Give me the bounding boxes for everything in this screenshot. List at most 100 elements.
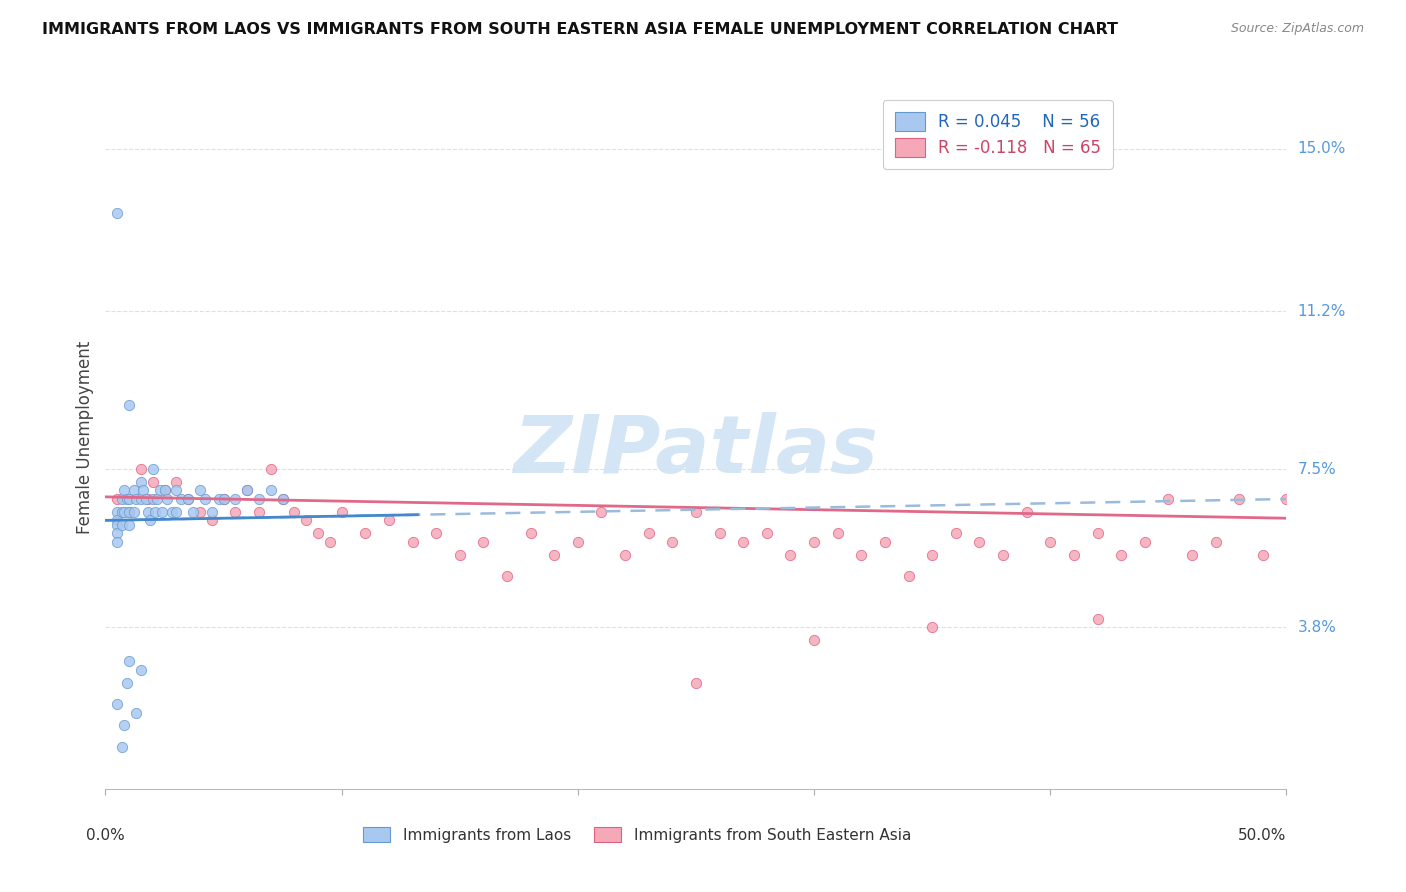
Point: [283, 505, 305, 519]
Point: [129, 491, 152, 506]
Point: [224, 505, 246, 519]
Point: [637, 526, 659, 541]
Point: [105, 206, 128, 220]
Point: [115, 491, 138, 506]
Point: [181, 505, 204, 519]
Point: [118, 654, 141, 668]
Point: [201, 505, 224, 519]
Y-axis label: Female Unemployment: Female Unemployment: [76, 341, 94, 533]
Point: [567, 534, 589, 549]
Point: [153, 483, 176, 498]
Point: [779, 548, 801, 562]
Point: [247, 491, 270, 506]
Point: [319, 534, 342, 549]
Point: [129, 462, 152, 476]
Point: [661, 534, 683, 549]
Point: [921, 548, 943, 562]
Point: [236, 483, 259, 498]
Point: [165, 505, 187, 519]
Point: [1157, 491, 1180, 506]
Text: ZIPatlas: ZIPatlas: [513, 412, 879, 491]
Point: [1087, 611, 1109, 625]
Point: [827, 526, 849, 541]
Point: [136, 505, 159, 519]
Point: [105, 517, 128, 532]
Point: [129, 475, 152, 489]
Point: [330, 505, 353, 519]
Point: [112, 718, 135, 732]
Point: [271, 491, 294, 506]
Point: [118, 517, 141, 532]
Point: [1275, 491, 1298, 506]
Point: [685, 675, 707, 690]
Text: 3.8%: 3.8%: [1298, 620, 1337, 634]
Point: [125, 491, 148, 506]
Point: [519, 526, 541, 541]
Text: IMMIGRANTS FROM LAOS VS IMMIGRANTS FROM SOUTH EASTERN ASIA FEMALE UNEMPLOYMENT C: IMMIGRANTS FROM LAOS VS IMMIGRANTS FROM …: [42, 22, 1118, 37]
Point: [1109, 548, 1132, 562]
Point: [112, 505, 135, 519]
Point: [149, 483, 172, 498]
Point: [139, 513, 162, 527]
Point: [685, 505, 707, 519]
Point: [472, 534, 495, 549]
Point: [212, 491, 235, 506]
Point: [194, 491, 217, 506]
Point: [129, 663, 152, 677]
Point: [354, 526, 377, 541]
Point: [969, 534, 991, 549]
Point: [143, 505, 166, 519]
Point: [105, 505, 128, 519]
Text: 15.0%: 15.0%: [1298, 141, 1346, 156]
Point: [851, 548, 873, 562]
Point: [307, 526, 329, 541]
Point: [378, 513, 401, 527]
Point: [1181, 548, 1204, 562]
Point: [897, 569, 920, 583]
Point: [1205, 534, 1227, 549]
Point: [135, 491, 157, 506]
Point: [543, 548, 565, 562]
Point: [142, 462, 165, 476]
Point: [208, 491, 231, 506]
Point: [247, 505, 270, 519]
Point: [496, 569, 519, 583]
Legend: Immigrants from Laos, Immigrants from South Eastern Asia: Immigrants from Laos, Immigrants from So…: [357, 821, 917, 848]
Point: [118, 505, 141, 519]
Point: [1133, 534, 1156, 549]
Point: [105, 491, 128, 506]
Point: [122, 505, 145, 519]
Point: [733, 534, 755, 549]
Point: [122, 483, 145, 498]
Point: [295, 513, 318, 527]
Point: [165, 475, 187, 489]
Text: 11.2%: 11.2%: [1298, 303, 1346, 318]
Point: [803, 534, 825, 549]
Point: [150, 505, 173, 519]
Point: [105, 526, 128, 541]
Point: [709, 526, 731, 541]
Point: [873, 534, 896, 549]
Point: [803, 632, 825, 647]
Point: [111, 517, 134, 532]
Point: [945, 526, 967, 541]
Point: [591, 505, 613, 519]
Point: [111, 505, 134, 519]
Point: [142, 475, 165, 489]
Point: [112, 483, 135, 498]
Point: [1015, 505, 1038, 519]
Point: [132, 483, 155, 498]
Point: [111, 739, 134, 754]
Point: [224, 491, 246, 506]
Point: [160, 505, 183, 519]
Point: [212, 491, 235, 506]
Point: [201, 513, 224, 527]
Point: [1227, 491, 1250, 506]
Point: [111, 491, 134, 506]
Point: [156, 491, 179, 506]
Point: [115, 675, 138, 690]
Point: [142, 491, 165, 506]
Point: [401, 534, 423, 549]
Point: [1063, 548, 1085, 562]
Point: [146, 491, 169, 506]
